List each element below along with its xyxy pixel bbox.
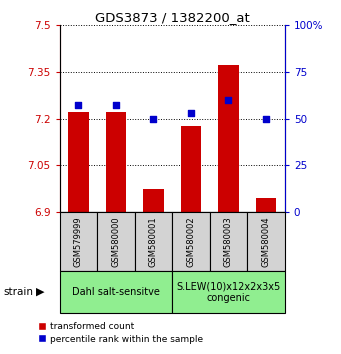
Text: GSM580000: GSM580000: [112, 216, 120, 267]
Text: strain: strain: [3, 287, 33, 297]
Bar: [172, 212, 210, 271]
Bar: [68, 112, 89, 212]
Text: ▶: ▶: [36, 287, 44, 297]
Text: GSM580003: GSM580003: [224, 216, 233, 267]
Bar: [247, 212, 285, 271]
Bar: [210, 212, 247, 271]
Bar: [143, 189, 164, 212]
Title: GDS3873 / 1382200_at: GDS3873 / 1382200_at: [95, 11, 250, 24]
Text: GSM580001: GSM580001: [149, 216, 158, 267]
Point: [226, 97, 231, 103]
Text: GSM579999: GSM579999: [74, 216, 83, 267]
Bar: [172, 271, 285, 313]
Text: S.LEW(10)x12x2x3x5
congenic: S.LEW(10)x12x2x3x5 congenic: [176, 281, 281, 303]
Text: GSM580004: GSM580004: [262, 216, 270, 267]
Bar: [218, 65, 239, 212]
Text: Dahl salt-sensitve: Dahl salt-sensitve: [72, 287, 160, 297]
Bar: [256, 198, 276, 212]
Point: [76, 103, 81, 108]
Bar: [135, 212, 172, 271]
Point: [151, 116, 156, 121]
Bar: [106, 112, 126, 212]
Point: [263, 116, 269, 121]
Bar: [97, 212, 135, 271]
Point: [113, 103, 119, 108]
Bar: [181, 126, 201, 212]
Bar: [60, 212, 97, 271]
Legend: transformed count, percentile rank within the sample: transformed count, percentile rank withi…: [39, 322, 204, 344]
Point: [188, 110, 194, 116]
Text: GSM580002: GSM580002: [187, 216, 195, 267]
Bar: [60, 271, 172, 313]
